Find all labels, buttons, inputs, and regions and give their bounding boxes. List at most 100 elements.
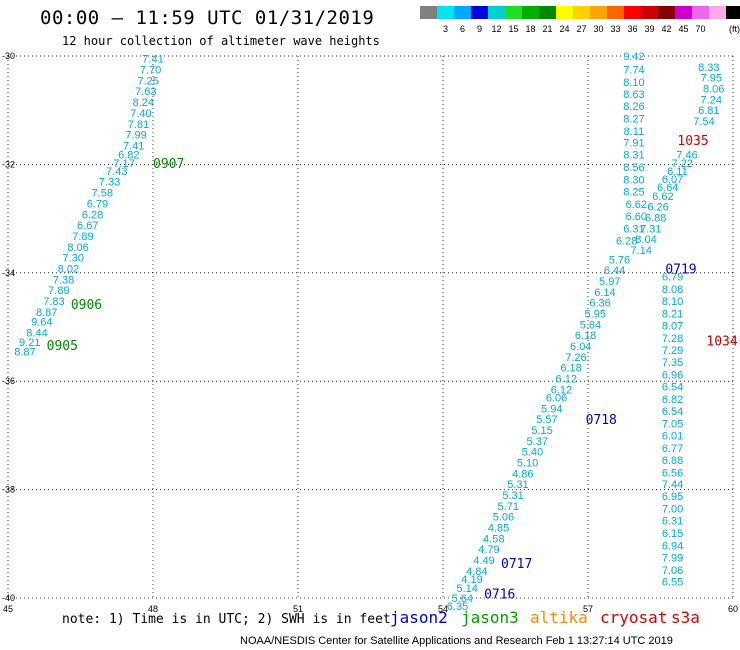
legend-label: 33	[610, 24, 621, 34]
legend-label: 15	[508, 24, 519, 34]
swh-value: 7.38	[53, 274, 74, 286]
swh-value: 7.99	[662, 552, 683, 564]
swh-value: 7.70	[140, 65, 161, 77]
legend-swatch	[522, 6, 539, 19]
track-time-labels: 0907 0906 0905 1035 0719 1034 0718 0717 0716	[47, 134, 738, 603]
swh-value: 8.87	[14, 346, 35, 358]
satellite-cryosat: cryosat	[600, 608, 668, 627]
map-grid	[7, 55, 734, 599]
legend-label: 39	[644, 24, 655, 34]
lat-label: -40	[2, 593, 15, 603]
swh-value: 7.30	[63, 253, 84, 265]
legend-swatch	[420, 6, 437, 19]
swh-value: 6.67	[77, 220, 98, 232]
swh-value: 7.44	[662, 479, 683, 491]
pass-time-label: 1035	[677, 134, 708, 149]
legend-label: 24	[559, 24, 570, 34]
swh-value: 6.26	[647, 202, 668, 214]
swh-value: 5.31	[502, 490, 523, 502]
lat-label: -34	[2, 268, 15, 278]
lat-label: -38	[2, 485, 15, 495]
pass-time-label: 0907	[153, 157, 184, 172]
swh-value: 6.28	[82, 209, 103, 221]
lat-label: -30	[2, 51, 15, 61]
swh-value: 4.85	[488, 523, 509, 535]
swh-value: 7.81	[128, 119, 149, 131]
swh-value: 6.64	[657, 182, 678, 194]
swh-value: 6.11	[667, 166, 688, 178]
swh-value: 6.96	[662, 370, 683, 382]
legend-label: 70	[695, 24, 706, 34]
lat-label: -32	[2, 159, 15, 169]
swh-value: 4.84	[466, 566, 487, 578]
pass-time-label: 0718	[586, 413, 617, 428]
swh-value: 6.88	[662, 455, 683, 467]
altimeter-tracks: 7.417.707.257.638.247.407.817.997.416.82…	[14, 51, 724, 613]
swh-value: 7.95	[701, 73, 722, 85]
swh-value: 6.31	[662, 515, 683, 527]
legend-swatch	[556, 6, 573, 19]
swh-value: 7.24	[701, 94, 722, 106]
swh-value: 8.07	[662, 320, 683, 332]
swh-value: 6.54	[662, 382, 683, 394]
legend-label: 27	[576, 24, 587, 34]
legend-swatch	[437, 6, 454, 19]
swh-value: 6.18	[560, 363, 581, 375]
swh-value: 6.15	[662, 528, 683, 540]
swh-value: 5.40	[522, 447, 543, 459]
lon-label: 57	[583, 604, 593, 614]
legend-swatch	[709, 6, 726, 19]
track-track1: 7.417.707.257.638.247.407.817.997.416.82…	[14, 54, 164, 359]
swh-value: 8.56	[623, 162, 644, 174]
legend-label: 12	[491, 24, 502, 34]
legend-swatch	[692, 6, 709, 19]
swh-value: 8.31	[623, 150, 644, 162]
map-title: 00:00 – 11:59 UTC 01/31/2019	[40, 7, 375, 29]
swh-value: 5.94	[541, 403, 562, 415]
swh-value: 5.76	[609, 254, 630, 266]
pass-time-label: 0719	[665, 262, 696, 277]
swh-value: 7.17	[113, 158, 134, 170]
swh-value: 6.81	[698, 105, 719, 117]
swh-value: 8.10	[662, 296, 683, 308]
swh-value: 8.02	[58, 263, 79, 275]
swh-value: 6.77	[662, 443, 683, 455]
swh-value: 6.06	[546, 392, 567, 404]
footer-credit: NOAA/NESDIS Center for Satellite Applica…	[240, 635, 673, 647]
note-text: note: 1) Time is in UTC; 2) SWH is in fe…	[62, 612, 391, 627]
swh-value: 6.01	[662, 430, 683, 442]
swh-value: 7.89	[48, 285, 69, 297]
swh-value: 6.44	[604, 265, 625, 277]
track-track3: 7.467.226.116.076.646.626.266.887.318.04…	[447, 150, 698, 613]
swh-value: 7.54	[693, 116, 714, 128]
swh-value: 6.62	[626, 199, 647, 211]
swh-value: 7.25	[137, 75, 158, 87]
lon-label: 60	[728, 604, 738, 614]
pass-time-label: 1034	[706, 335, 737, 350]
legend-swatch	[590, 6, 607, 19]
swh-value: 7.26	[565, 352, 586, 364]
swh-value: 6.79	[662, 272, 683, 284]
swh-value: 7.14	[630, 245, 651, 257]
legend-swatch	[454, 6, 471, 19]
swh-value: 8.44	[26, 327, 47, 339]
legend-label: 3	[442, 24, 449, 34]
swh-value: 8.25	[623, 187, 644, 199]
swh-value: 7.83	[43, 296, 64, 308]
swh-value: 4.86	[512, 468, 533, 480]
swh-value: 4.79	[478, 544, 499, 556]
swh-value: 4.49	[473, 555, 494, 567]
swh-value: 8.30	[623, 175, 644, 187]
swh-value: 7.40	[130, 108, 151, 120]
swh-value: 6.79	[87, 198, 108, 210]
swh-value: 8.24	[133, 97, 154, 109]
swh-value: 6.82	[662, 394, 683, 406]
swh-value: 8.06	[67, 242, 88, 254]
swh-value: 7.35	[662, 357, 683, 369]
swh-value: 7.46	[676, 150, 697, 162]
swh-value: 6.60	[626, 211, 647, 223]
swh-value: 6.35	[447, 601, 468, 613]
track-track5: 8.337.958.067.246.817.54	[693, 62, 724, 128]
swh-value: 5.95	[585, 308, 606, 320]
